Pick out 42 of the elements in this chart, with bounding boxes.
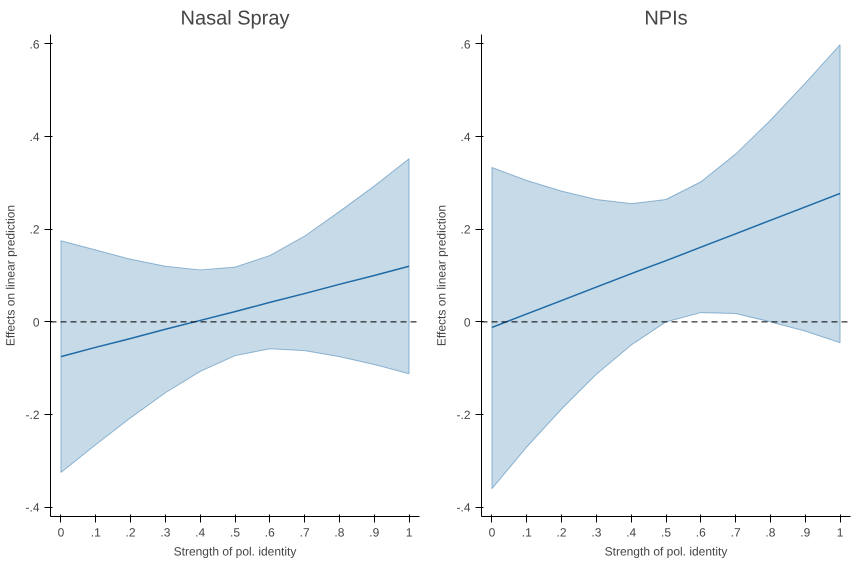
- y-tick-label: .2: [460, 222, 471, 237]
- chart-title: Nasal Spray: [180, 8, 290, 30]
- y-axis-title: Effects on linear prediction: [434, 204, 448, 346]
- y-tick-label: .6: [460, 37, 471, 52]
- y-tick-label: -.4: [456, 500, 471, 515]
- x-tick-label: .7: [300, 526, 310, 540]
- y-tick-label: .6: [29, 37, 40, 52]
- x-tick-label: 1: [406, 526, 413, 540]
- x-tick-label: .9: [800, 526, 811, 540]
- y-tick-label: -.4: [25, 500, 40, 515]
- y-tick-label: .4: [29, 130, 40, 144]
- x-tick-label: .2: [126, 526, 136, 540]
- x-tick-label: .9: [369, 526, 380, 540]
- x-tick-label: .6: [696, 526, 706, 540]
- y-tick-label: -.2: [456, 408, 471, 422]
- x-tick-label: 1: [836, 526, 844, 540]
- x-tick-label: .1: [90, 526, 102, 540]
- x-tick-label: .7: [730, 526, 741, 540]
- x-tick-label: .8: [765, 526, 776, 540]
- x-tick-label: .2: [556, 526, 567, 540]
- y-tick-label: -.2: [25, 408, 40, 422]
- line-series: [60, 265, 410, 358]
- x-tick-label: .3: [591, 526, 602, 540]
- y-tick-label: 0: [32, 315, 40, 330]
- x-axis-title: Strength of pol. identity: [604, 544, 728, 558]
- x-tick-label: .4: [626, 526, 637, 540]
- x-tick-label: .4: [195, 526, 206, 540]
- y-tick-label: .4: [460, 130, 471, 144]
- x-tick-label: .1: [522, 526, 532, 540]
- y-tick-label: 0: [464, 315, 471, 330]
- x-tick-label: 0: [58, 526, 65, 540]
- x-tick-label: 0: [488, 526, 496, 540]
- line-series: [491, 192, 841, 328]
- chart-title: NPIs: [644, 8, 688, 30]
- x-tick-label: .5: [660, 526, 672, 540]
- x-tick-label: .8: [334, 526, 345, 540]
- x-axis-title: Strength of pol. identity: [174, 544, 296, 558]
- x-tick-label: .5: [230, 526, 240, 540]
- y-tick-label: .2: [29, 222, 40, 237]
- y-axis-title: Effects on linear prediction: [3, 204, 18, 346]
- x-tick-label: .3: [160, 526, 171, 540]
- x-tick-label: .6: [264, 526, 276, 540]
